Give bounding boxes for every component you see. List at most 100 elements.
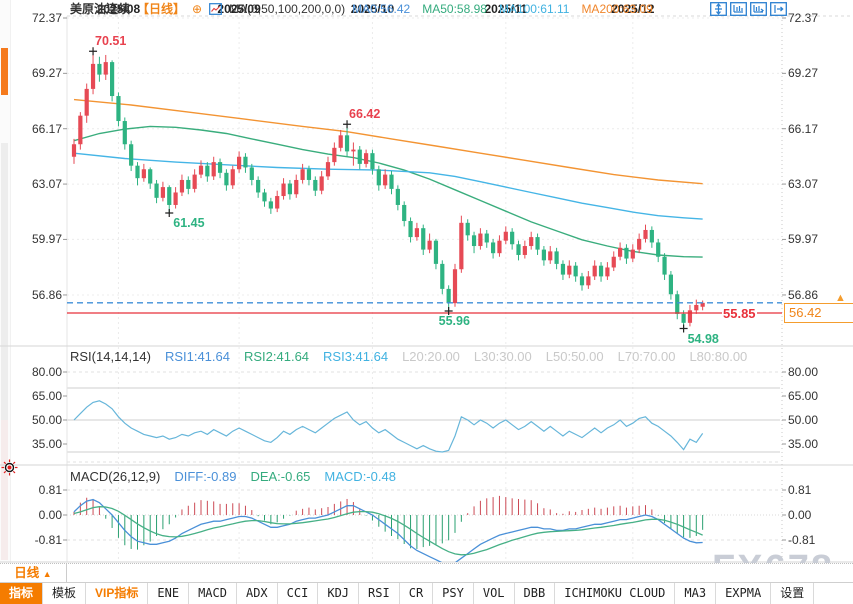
chart-header: 美原油连续 【日线】 ⊕ MA(0,50,100,200,0,0) MA0:56… bbox=[70, 0, 653, 17]
price-axis-label: 69.27 bbox=[31, 66, 62, 81]
indicator-toolbar: 指标 模板 VIP指标 ENE MACD ADX CCI KDJ RSI CR PSY VOL DBB I… bbox=[0, 582, 853, 604]
macd-dea-line bbox=[73, 506, 703, 556]
toolbar-item-settings[interactable]: 设置 bbox=[771, 583, 815, 604]
scrollbar-track-segment bbox=[1, 143, 8, 420]
ma-legend-item-ma0: MA0:56.42 bbox=[352, 1, 411, 16]
jump-to-latest-icon[interactable] bbox=[770, 2, 787, 16]
mini-chart-icon[interactable] bbox=[209, 2, 222, 15]
price-axis-label: 72.37 bbox=[31, 11, 62, 25]
fit-horizontal-icon[interactable] bbox=[750, 2, 767, 16]
alert-price-label: 55.85 bbox=[722, 306, 757, 321]
scrollbar-thumb[interactable] bbox=[1, 48, 8, 95]
period-dropdown-arrow-icon: ▲ bbox=[42, 569, 52, 579]
price-axis-label: 66.17 bbox=[31, 121, 62, 136]
panel-indicator-label: RSI(14,14,14) bbox=[70, 349, 151, 364]
gridlines bbox=[0, 15, 853, 563]
panel-indicator-label: MACD(26,12,9) bbox=[70, 469, 161, 484]
indicator-level-label: L30:30.00 bbox=[473, 349, 532, 364]
toolbar-item-adx[interactable]: ADX bbox=[237, 583, 278, 604]
rsi-axis-label: 65.00 bbox=[788, 389, 819, 403]
scrollbar-track-segment-2 bbox=[1, 420, 8, 560]
rsi-axis-label: 50.00 bbox=[31, 413, 62, 427]
toolbar-item-expma[interactable]: EXPMA bbox=[716, 583, 772, 604]
macd-axis-label: 0.00 bbox=[38, 508, 62, 522]
toolbar-item-indicators[interactable]: 指标 bbox=[0, 583, 44, 604]
toolbar-item-ene[interactable]: ENE bbox=[148, 583, 190, 604]
macd-panel-header: MACD(26,12,9) DIFF:-0.89 DEA:-0.65 MACD:-0.… bbox=[70, 469, 396, 484]
price-annotation: 70.51 bbox=[95, 34, 127, 49]
rsi-axis-label: 80.00 bbox=[788, 365, 819, 379]
macd-axis-label: 0.00 bbox=[788, 508, 812, 522]
price-axis-label: 59.97 bbox=[788, 232, 819, 247]
toolbar-item-macd[interactable]: MACD bbox=[189, 583, 237, 604]
indicator-value: DEA:-0.65 bbox=[250, 469, 311, 484]
indicator-value: MACD:-0.48 bbox=[324, 469, 396, 484]
toolbar-item-vol[interactable]: VOL bbox=[474, 583, 515, 604]
ma50-line bbox=[73, 125, 703, 258]
macd-axis-label: 0.81 bbox=[38, 483, 62, 497]
extreme-marker-cross bbox=[679, 324, 688, 333]
pan-move-icon[interactable] bbox=[710, 2, 727, 16]
period-selector[interactable]: 日线 ▲ bbox=[0, 564, 67, 582]
extreme-marker-cross bbox=[165, 208, 174, 217]
hot-indicator-icon[interactable] bbox=[1, 459, 18, 481]
time-axis-label: 2025/08 bbox=[96, 2, 141, 16]
price-axis-label: 63.07 bbox=[788, 177, 819, 192]
indicator-value: RSI2:41.64 bbox=[243, 349, 310, 364]
toolbar-item-kdj[interactable]: KDJ bbox=[318, 583, 360, 604]
toolbar-item-ma3[interactable]: MA3 bbox=[675, 583, 717, 604]
extreme-marker-cross bbox=[343, 120, 352, 129]
period-tag: 【日线】 bbox=[137, 2, 186, 16]
time-axis-row: 日线 ▲ bbox=[0, 563, 853, 583]
time-axis-label: 2025/11 bbox=[484, 2, 528, 16]
ma-legend-item-ma100: MA100:61.11 bbox=[498, 1, 570, 16]
macd-axis-label: -0.81 bbox=[788, 532, 816, 547]
macd-axis-label: -0.81 bbox=[34, 532, 62, 547]
price-annotation: 61.45 bbox=[173, 215, 205, 230]
symbol-title: 美原油连续 bbox=[70, 2, 131, 16]
period-selector-label: 日线 bbox=[14, 566, 40, 580]
indicator-value: DIFF:-0.89 bbox=[174, 469, 237, 484]
time-axis-label: 2025/12 bbox=[611, 2, 655, 16]
price-axis-label: 66.17 bbox=[788, 121, 819, 136]
toolbar-item-dbb[interactable]: DBB bbox=[515, 583, 556, 604]
expand-icon[interactable]: ⊕ bbox=[192, 1, 203, 16]
toolbar-item-cci[interactable]: CCI bbox=[278, 583, 319, 604]
price-axis-label: 63.07 bbox=[31, 177, 62, 192]
rsi-axis-label: 35.00 bbox=[788, 437, 819, 451]
ma-legend-item-ma200: MA200:63.09 bbox=[581, 1, 653, 16]
price-axis-label: 56.86 bbox=[788, 287, 819, 302]
left-scrollbar[interactable] bbox=[0, 0, 11, 563]
toolbar-item-ichimoku-cloud[interactable]: ICHIMOKU CLOUD bbox=[555, 583, 676, 604]
rsi-panel-header: RSI(14,14,14) RSI1:41.64 RSI2:41.64 RSI3:41… bbox=[70, 349, 747, 364]
indicator-value: RSI1:41.64 bbox=[164, 349, 230, 364]
indicator-value: RSI3:41.64 bbox=[323, 349, 389, 364]
toolbar-item-vip-indicators[interactable]: VIP指标 bbox=[86, 583, 149, 604]
rsi-axis-label: 65.00 bbox=[31, 389, 62, 403]
ma100-line bbox=[73, 152, 703, 220]
rsi-line bbox=[73, 400, 704, 453]
ma200-line bbox=[73, 98, 703, 185]
indicator-level-label: L80:80.00 bbox=[689, 349, 748, 364]
fit-vertical-icon[interactable] bbox=[730, 2, 747, 16]
ma-params-label: MA(0,50,100,200,0,0) bbox=[229, 1, 346, 16]
toolbar-item-rsi[interactable]: RSI bbox=[359, 583, 400, 604]
time-axis-label: 2025/09 bbox=[217, 2, 261, 16]
macd-axis-label: 0.81 bbox=[788, 483, 812, 497]
price-axis-label: 72.37 bbox=[788, 11, 819, 25]
toolbar-item-templates[interactable]: 模板 bbox=[43, 583, 87, 604]
macd-diff-line bbox=[73, 498, 703, 562]
toolbar-item-psy[interactable]: PSY bbox=[433, 583, 474, 604]
rsi-axis-label: 35.00 bbox=[31, 437, 62, 451]
time-axis-label: 2025/10 bbox=[350, 2, 395, 16]
toolbar-item-cr[interactable]: CR bbox=[400, 583, 434, 604]
price-axis-label: 69.27 bbox=[788, 66, 819, 81]
latest-price-arrow-icon[interactable]: ▲ bbox=[835, 292, 846, 304]
indicator-level-label: L20:20.00 bbox=[402, 349, 460, 364]
indicator-level-label: L50:50.00 bbox=[545, 349, 604, 364]
indicator-level-label: L70:70.00 bbox=[617, 349, 676, 364]
price-annotation: 54.98 bbox=[687, 331, 719, 346]
chart-tool-icons bbox=[710, 2, 787, 16]
